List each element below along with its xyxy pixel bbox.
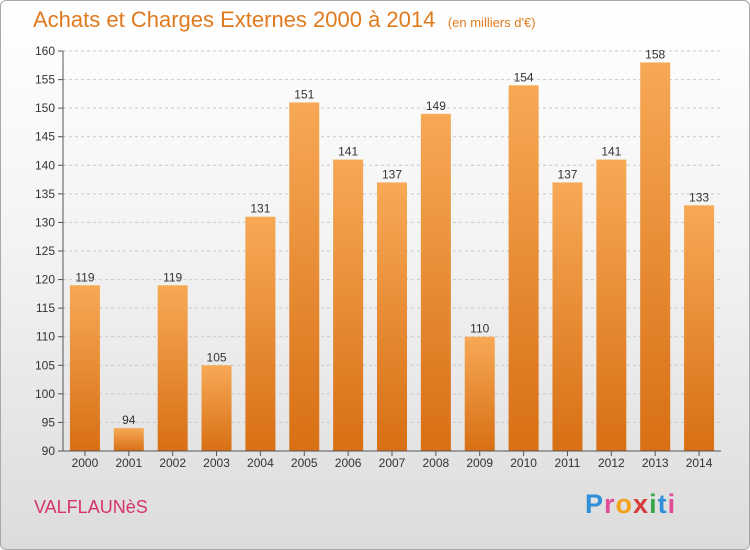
y-tick-label: 145 [35, 130, 55, 144]
bar [508, 85, 539, 452]
y-tick-label: 135 [35, 187, 55, 201]
proxiti-logo: Proxiti [585, 489, 676, 520]
y-tick-label: 95 [42, 415, 56, 429]
data-label: 158 [645, 47, 665, 61]
y-tick-label: 90 [42, 444, 56, 458]
x-tick-label: 2013 [642, 456, 669, 470]
x-tick-label: 2005 [291, 456, 318, 470]
x-tick-label: 2007 [379, 456, 406, 470]
logo-letter: r [604, 489, 616, 519]
bar [333, 159, 364, 452]
data-label: 110 [470, 322, 489, 336]
bar [420, 113, 451, 451]
data-label: 141 [338, 145, 358, 159]
y-tick-label: 150 [35, 101, 55, 115]
chart-title: Achats et Charges Externes 2000 à 2014 [33, 7, 436, 32]
labels: 90 95 100 105 110 115 120 125 130 135 140 145 150 155… [35, 44, 713, 470]
bar [201, 365, 232, 451]
data-label: 137 [382, 167, 402, 181]
logo-letter: i [649, 489, 658, 519]
y-tick-label: 125 [35, 244, 55, 258]
title-row: Achats et Charges Externes 2000 à 2014 (… [33, 7, 536, 33]
y-tick-label: 115 [36, 301, 55, 315]
chart-subtitle: (en milliers d'€) [447, 15, 536, 30]
x-tick-label: 2000 [72, 456, 99, 470]
data-label: 94 [122, 413, 136, 427]
y-tick-label: 100 [35, 387, 55, 401]
logo-letter: i [667, 489, 677, 519]
x-tick-label: 2003 [203, 456, 230, 470]
bar [377, 182, 407, 451]
y-tick-label: 110 [36, 330, 55, 344]
logo-letter: x [633, 489, 650, 519]
axes [58, 50, 721, 456]
bar [640, 62, 671, 452]
x-tick-label: 2001 [115, 456, 142, 470]
data-label: 137 [557, 167, 577, 181]
x-tick-label: 2012 [598, 456, 625, 470]
bar [113, 428, 144, 451]
data-label: 119 [75, 270, 94, 284]
bar [596, 159, 627, 452]
data-label: 151 [294, 87, 314, 101]
data-label: 141 [601, 145, 621, 159]
logo-letter: t [657, 489, 668, 519]
x-tick-label: 2004 [247, 456, 274, 470]
y-tick-label: 160 [35, 44, 55, 58]
data-label: 105 [207, 350, 227, 364]
y-tick-label: 140 [35, 158, 55, 172]
x-tick-label: 2010 [510, 456, 537, 470]
data-label: 133 [689, 190, 709, 204]
x-tick-label: 2009 [466, 456, 493, 470]
data-label: 149 [426, 99, 446, 113]
data-label: 119 [163, 270, 182, 284]
bar [684, 205, 715, 451]
x-tick-label: 2006 [335, 456, 362, 470]
y-tick-label: 120 [35, 273, 55, 287]
data-label: 131 [250, 202, 270, 216]
x-tick-label: 2002 [159, 456, 186, 470]
x-tick-label: 2008 [423, 456, 450, 470]
bar [289, 102, 320, 451]
bar [552, 182, 583, 451]
logo-letter: P [585, 489, 605, 519]
x-tick-label: 2011 [555, 456, 581, 470]
bar [157, 285, 188, 451]
bars [69, 62, 715, 452]
bar [245, 216, 276, 451]
commune-name: VALFLAUNèS [34, 497, 148, 517]
y-tick-label: 105 [35, 358, 55, 372]
y-tick-label: 155 [35, 73, 55, 87]
y-tick-label: 130 [35, 215, 55, 229]
x-tick-label: 2014 [686, 456, 713, 470]
data-label: 154 [514, 70, 534, 84]
bar [69, 285, 100, 451]
bar [464, 336, 495, 451]
logo-letter: o [615, 489, 634, 519]
